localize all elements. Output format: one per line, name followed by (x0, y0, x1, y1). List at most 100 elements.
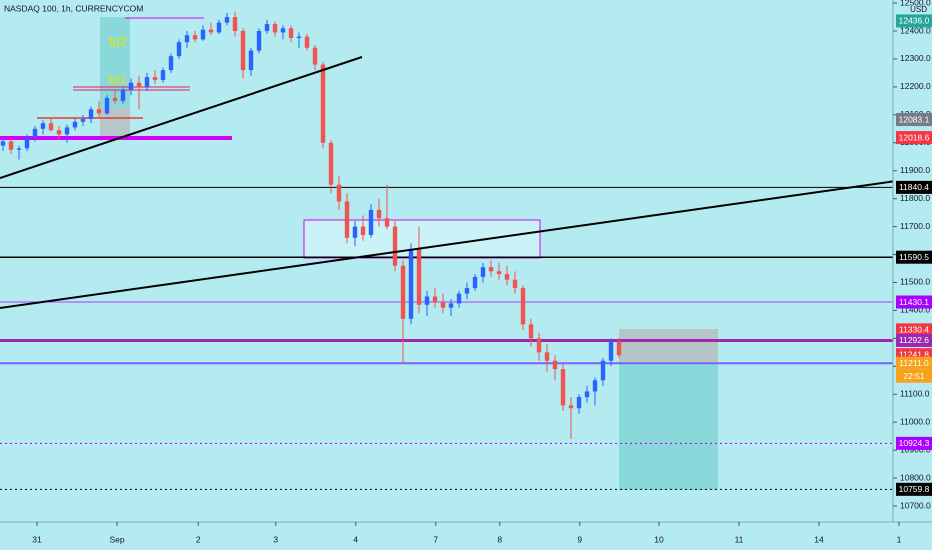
candle-body (80, 119, 86, 122)
price-label: 11241.8 (899, 349, 929, 359)
price-label-box (896, 180, 932, 194)
candle-body (576, 397, 582, 409)
candle-body (40, 123, 46, 129)
candle-body (24, 137, 30, 149)
candle-body (392, 226, 398, 266)
candle-body (376, 209, 382, 219)
price-label: 11590.5 (899, 252, 929, 262)
candle-body (200, 29, 206, 40)
x-tick-label: 4 (353, 534, 358, 544)
candle-body (224, 17, 230, 23)
y-tick-label: 11800.0 (900, 193, 930, 203)
y-tick-label: 12300.0 (900, 53, 931, 63)
candle-body (136, 82, 142, 87)
candle-body (544, 352, 550, 361)
candle-body (424, 296, 430, 305)
candle-body (144, 77, 150, 87)
candle-body (104, 98, 110, 114)
price-label: 11430.1 (899, 297, 929, 307)
candle-body (496, 271, 502, 275)
x-tick-label: 7 (433, 534, 438, 544)
candle-body (184, 35, 190, 43)
x-tick-label: 9 (577, 534, 582, 544)
candle-body (512, 279, 518, 289)
currency: USD (910, 5, 927, 14)
y-tick-label: 11100.0 (900, 389, 930, 399)
candle-body (0, 141, 6, 146)
countdown-box (896, 369, 932, 383)
candle-body (296, 36, 302, 39)
candle-body (48, 123, 54, 131)
candle-body (448, 303, 454, 308)
trendline (0, 180, 893, 309)
candle-body (504, 274, 510, 280)
candle-body (600, 360, 606, 381)
candle-body (616, 341, 622, 356)
y-tick-label: 12500.0 (900, 0, 931, 7)
symbol-title: NASDAQ 100, 1h, CURRENCYCOM (4, 3, 143, 13)
y-tick-label: 10700.0 (900, 500, 931, 510)
candle-body (64, 127, 70, 135)
axes: 12500.012400.012300.012200.012100.012000… (32, 0, 932, 544)
candle-body (528, 324, 534, 339)
candle-body (560, 369, 566, 406)
candle-body (232, 17, 238, 32)
candle-body (248, 50, 254, 71)
candle-body (16, 148, 22, 150)
price-label-box (896, 14, 932, 28)
candle-body (56, 130, 62, 135)
candle-body (304, 36, 310, 48)
countdown: 22:51 (903, 371, 925, 381)
candle-body (192, 35, 198, 40)
price-label-box (896, 295, 932, 309)
candle-body (480, 267, 486, 277)
candle-body (120, 89, 126, 101)
price-label-box (896, 250, 932, 264)
price-label: 11330.4 (899, 325, 929, 335)
price-label-box (896, 323, 932, 337)
x-tick-label: 8 (497, 534, 502, 544)
candle-body (400, 265, 406, 319)
price-label-box (896, 436, 932, 450)
candle-body (112, 98, 118, 101)
y-tick-label: 12200.0 (900, 81, 931, 91)
candle-body (456, 293, 462, 304)
drawings: tp2 tp1 (0, 17, 718, 490)
candle-body (440, 302, 446, 308)
y-tick-label: 10800.0 (900, 472, 931, 482)
candle-body (408, 248, 414, 319)
candle-body (288, 28, 294, 39)
y-tick-label: 11000.0 (900, 416, 930, 426)
price-label: 12083.1 (899, 114, 930, 124)
levels (0, 186, 893, 490)
candles (0, 11, 622, 439)
price-label-box (896, 482, 932, 496)
y-tick-label: 11900.0 (900, 165, 930, 175)
price-label: 11211.0 (899, 358, 929, 368)
candle-body (464, 288, 470, 294)
y-tick-label: 11700.0 (900, 221, 930, 231)
x-tick-label: Sep (109, 534, 124, 544)
candle-body (72, 121, 78, 128)
price-label-box (896, 131, 932, 145)
candle-body (360, 226, 366, 235)
candle-body (264, 24, 270, 32)
candle-body (536, 338, 542, 353)
price-label: 12018.6 (899, 132, 930, 142)
x-tick-label: 3 (273, 534, 278, 544)
candle-body (216, 22, 222, 33)
annotation: tp1 (109, 71, 127, 86)
candle-body (608, 341, 614, 361)
candle-body (8, 141, 14, 150)
x-tick-label: 31 (32, 534, 42, 544)
candle-body (568, 405, 574, 409)
candle-body (384, 218, 390, 227)
price-label: 10924.3 (899, 438, 930, 448)
x-tick-label: 14 (814, 534, 824, 544)
candle-body (256, 31, 262, 51)
candle-body (368, 209, 374, 235)
range-box (303, 219, 541, 259)
stop-zone (619, 329, 718, 362)
